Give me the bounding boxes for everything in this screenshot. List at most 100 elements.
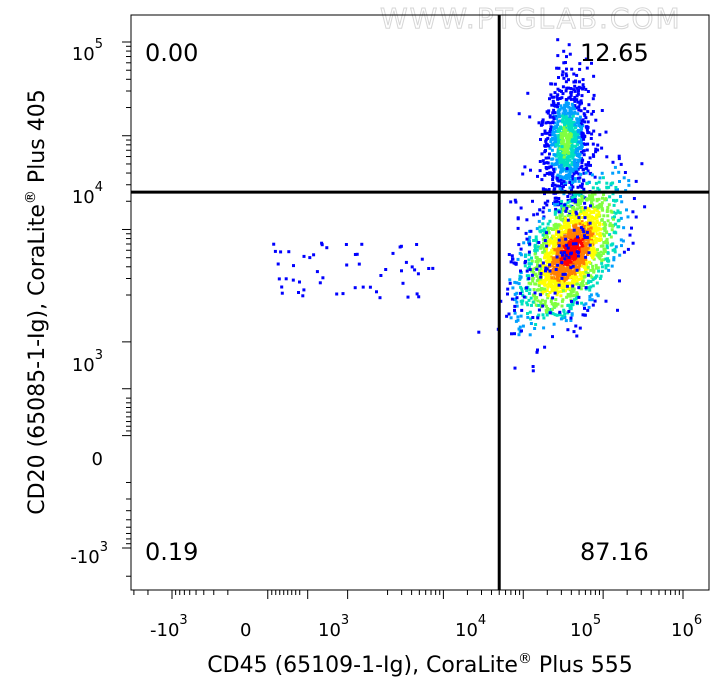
event-dot: [584, 286, 588, 290]
event-dot: [582, 187, 586, 191]
event-dot: [579, 211, 583, 215]
event-dot: [580, 101, 583, 105]
event-dot: [579, 209, 583, 213]
event-dot: [570, 182, 573, 186]
event-dot: [564, 237, 568, 241]
event-dot: [588, 295, 592, 298]
event-dot: [588, 288, 592, 292]
event-dot: [564, 101, 568, 105]
event-dot: [545, 131, 549, 135]
event-dot: [591, 186, 595, 190]
event-dot: [525, 289, 529, 292]
event-dot: [578, 184, 582, 188]
event-dot: [568, 109, 572, 113]
event-dot: [578, 240, 582, 244]
event-dot: [612, 256, 616, 260]
event-dot: [577, 295, 581, 299]
event-dot: [538, 269, 541, 273]
event-dot: [539, 275, 543, 279]
event-dot: [542, 272, 546, 276]
event-dot: [573, 179, 577, 183]
event-dot: [532, 288, 536, 291]
event-dot: [580, 144, 584, 148]
event-dot: [574, 106, 578, 110]
event-dot: [572, 120, 576, 124]
event-dot: [560, 199, 564, 203]
event-dot: [554, 240, 558, 243]
event-dot: [594, 238, 598, 242]
event-dot: [593, 175, 597, 179]
event-dot: [586, 120, 590, 124]
event-dot: [583, 223, 587, 227]
event-dot: [595, 274, 599, 278]
event-dot: [573, 244, 577, 248]
event-dot: [556, 120, 560, 124]
event-dot: [562, 230, 565, 234]
event-dot: [520, 287, 524, 291]
event-dot: [584, 262, 588, 266]
event-dot: [549, 125, 553, 129]
event-dot: [550, 137, 554, 141]
event-dot: [594, 263, 598, 267]
event-dot: [561, 92, 565, 96]
event-dot: [568, 174, 572, 178]
event-dot: [567, 168, 571, 171]
event-dot: [553, 134, 557, 138]
event-dot: [555, 265, 558, 269]
event-dot: [586, 281, 590, 285]
event-dot: [535, 350, 539, 354]
event-dot: [574, 216, 578, 220]
event-dot: [582, 112, 586, 116]
event-dot: [284, 277, 288, 281]
event-dot: [566, 222, 569, 226]
event-dot: [557, 274, 561, 278]
event-dot: [568, 52, 572, 56]
event-dot: [557, 135, 561, 139]
event-dot: [568, 186, 572, 190]
event-dot: [578, 284, 582, 287]
event-dot: [574, 280, 578, 284]
event-dot: [561, 282, 565, 286]
x-axis-minor-ticks: [133, 590, 684, 599]
event-dot: [301, 294, 305, 298]
event-dot: [516, 315, 520, 319]
event-dot: [586, 308, 590, 312]
event-dot: [584, 259, 588, 263]
event-dot: [276, 262, 280, 266]
event-dot: [545, 267, 549, 271]
event-dot: [537, 245, 541, 249]
event-dot: [563, 246, 567, 250]
event-dot: [584, 230, 588, 234]
event-dot: [585, 236, 589, 239]
event-dot: [545, 241, 548, 245]
event-dot: [519, 291, 522, 295]
event-dot: [533, 297, 537, 301]
event-dot: [541, 279, 545, 282]
event-dot: [577, 153, 580, 157]
event-dot: [556, 110, 560, 113]
event-dot: [560, 299, 564, 303]
event-dot: [509, 200, 513, 204]
event-dot: [528, 235, 532, 239]
event-dot: [577, 85, 581, 89]
event-dot: [565, 124, 569, 127]
event-dot: [543, 247, 547, 250]
event-dot: [547, 277, 551, 281]
event-dot: [560, 175, 564, 179]
event-dot: [600, 259, 604, 263]
event-dot: [550, 302, 554, 306]
event-dot: [571, 279, 575, 283]
x-axis-label: CD45 (65109-1-Ig), CoraLite® Plus 555: [207, 651, 632, 678]
event-dot: [578, 222, 582, 226]
event-dot: [532, 270, 536, 274]
event-dot: [571, 105, 575, 109]
event-dot: [539, 230, 543, 234]
event-dot: [587, 213, 591, 217]
event-dot: [548, 263, 552, 267]
event-dot: [553, 153, 557, 157]
event-dot: [543, 287, 547, 291]
event-dot: [568, 145, 572, 149]
event-dot: [557, 76, 560, 79]
event-dot: [576, 92, 580, 96]
event-dot: [584, 57, 588, 61]
